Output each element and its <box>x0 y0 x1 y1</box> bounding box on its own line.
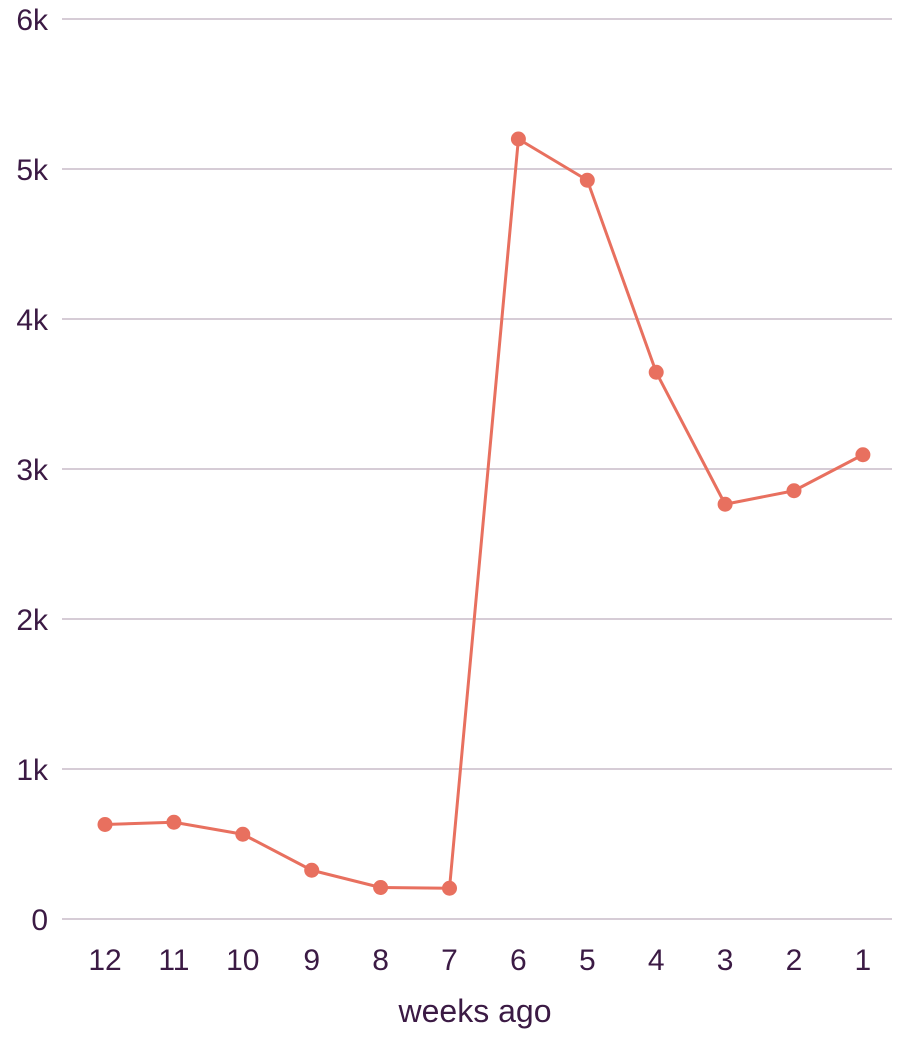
x-tick-label: 1 <box>855 944 872 977</box>
data-point <box>166 814 182 830</box>
data-point <box>786 483 802 499</box>
x-axis-ticks: 12 11 10 9 8 7 6 5 4 3 2 1 <box>88 944 871 977</box>
y-tick-label: 4k <box>16 304 49 337</box>
data-point <box>442 880 457 896</box>
x-tick-label: 4 <box>648 944 665 977</box>
x-tick-label: 10 <box>226 944 259 977</box>
data-point <box>855 447 871 463</box>
y-tick-label: 2k <box>16 604 49 637</box>
data-point <box>510 131 526 147</box>
y-axis-ticks: 0 1k 2k 3k 4k 5k 6k <box>16 4 49 937</box>
data-point <box>235 826 251 842</box>
data-point <box>304 862 320 878</box>
data-point <box>97 817 113 832</box>
series-line <box>104 137 864 890</box>
data-point <box>717 496 733 512</box>
y-tick-label: 5k <box>16 154 49 187</box>
x-tick-label: 8 <box>372 944 389 977</box>
y-tick-label: 6k <box>16 4 49 37</box>
x-tick-label: 9 <box>303 944 320 977</box>
x-tick-label: 2 <box>786 944 803 977</box>
x-tick-label: 3 <box>717 944 734 977</box>
x-tick-label: 6 <box>510 944 527 977</box>
grid-lines <box>62 18 892 920</box>
y-tick-label: 1k <box>16 754 49 787</box>
y-tick-label: 3k <box>16 454 49 487</box>
data-point <box>373 880 389 895</box>
x-tick-label: 11 <box>158 944 189 977</box>
x-tick-label: 12 <box>88 944 121 977</box>
x-tick-label: 7 <box>441 944 458 977</box>
x-axis-label: weeks ago <box>398 993 552 1029</box>
data-point <box>648 364 664 380</box>
data-point <box>579 172 595 188</box>
y-tick-label: 0 <box>31 904 48 937</box>
series <box>97 131 871 896</box>
x-tick-label: 5 <box>579 944 596 977</box>
